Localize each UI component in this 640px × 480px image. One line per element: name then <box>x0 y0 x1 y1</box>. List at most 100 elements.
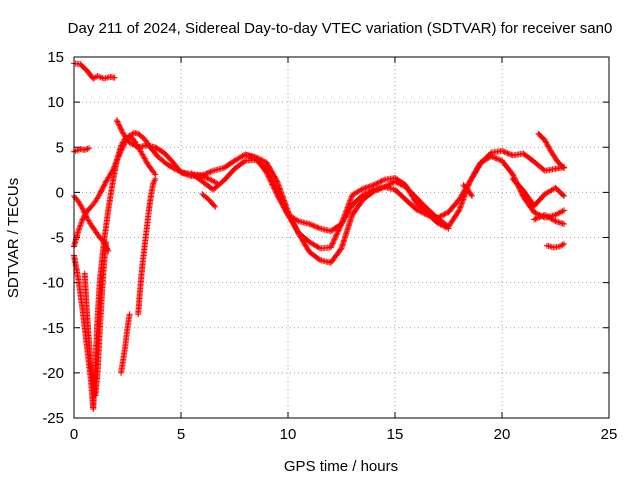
data-point <box>389 179 396 186</box>
data-point <box>373 187 380 194</box>
data-point <box>99 184 106 191</box>
data-point <box>544 142 551 149</box>
data-point <box>97 188 104 195</box>
data-point <box>377 178 384 185</box>
data-point <box>340 216 347 223</box>
data-point <box>331 236 338 243</box>
data-point <box>387 180 394 187</box>
data-point <box>369 189 376 196</box>
data-point <box>344 204 351 211</box>
data-point <box>335 227 342 234</box>
data-point <box>373 180 380 187</box>
data-point <box>470 172 477 179</box>
data-point <box>457 203 464 210</box>
data-point <box>370 188 377 195</box>
data-point <box>208 168 215 175</box>
data-point <box>256 156 263 163</box>
data-point <box>459 197 466 204</box>
data-point <box>501 148 508 155</box>
data-point <box>413 206 420 213</box>
data-point <box>505 150 512 157</box>
data-point <box>385 181 392 188</box>
data-point <box>80 213 87 220</box>
data-point <box>96 191 103 198</box>
data-point <box>456 206 463 213</box>
data-point <box>331 235 338 242</box>
y-tick-label: -20 <box>42 365 64 382</box>
data-point <box>111 74 118 81</box>
data-point <box>273 177 280 184</box>
data-point <box>313 223 320 230</box>
data-point <box>83 146 90 153</box>
data-point <box>460 195 467 202</box>
series-arc-8 <box>135 175 159 318</box>
data-point <box>494 156 501 163</box>
y-axis-label: SDTVAR / TECUs <box>5 178 22 298</box>
data-point <box>76 223 83 230</box>
data-point <box>271 173 278 180</box>
data-point <box>500 148 507 155</box>
data-point <box>80 215 87 222</box>
data-point <box>393 179 400 186</box>
data-point <box>99 186 106 193</box>
data-point <box>152 175 159 182</box>
y-tick-label: -10 <box>42 275 64 292</box>
series-arc-14 <box>509 175 568 209</box>
data-point <box>75 228 82 235</box>
data-point <box>98 187 105 194</box>
data-point <box>379 177 386 184</box>
data-point <box>293 226 300 233</box>
data-point <box>462 190 469 197</box>
data-point <box>416 207 423 214</box>
x-tick-label: 10 <box>280 426 297 443</box>
data-point <box>294 228 301 235</box>
plot-frame <box>73 56 610 419</box>
data-point <box>504 150 511 157</box>
data-point <box>285 209 292 216</box>
data-point <box>382 183 389 190</box>
data-point <box>101 182 108 189</box>
series-arc-1 <box>71 60 118 82</box>
data-point <box>79 216 86 223</box>
data-point <box>268 168 275 175</box>
data-point <box>328 241 335 248</box>
data-point <box>290 220 297 227</box>
x-tick-label: 5 <box>177 426 185 443</box>
data-point <box>285 208 291 215</box>
data-point <box>370 182 377 189</box>
data-point <box>330 237 337 244</box>
data-point <box>465 181 472 188</box>
data-point <box>545 143 552 150</box>
data-point <box>328 243 335 250</box>
series-arc-17 <box>543 240 568 251</box>
data-point <box>75 226 82 233</box>
data-point <box>374 180 381 187</box>
data-point <box>469 173 476 180</box>
data-point <box>118 128 125 135</box>
data-point <box>459 199 466 206</box>
data-point <box>270 172 277 179</box>
data-point <box>263 159 270 166</box>
series-arc-7 <box>118 311 133 376</box>
data-point <box>488 153 495 160</box>
y-tick-label: 0 <box>56 184 64 201</box>
data-point <box>259 157 266 164</box>
data-point <box>474 164 481 171</box>
data-point <box>358 186 365 193</box>
data-point <box>114 118 121 125</box>
data-point <box>252 154 259 161</box>
data-point <box>551 217 558 224</box>
data-point <box>101 181 108 188</box>
data-point <box>341 212 348 219</box>
data-point <box>466 179 473 186</box>
data-point <box>468 176 475 183</box>
data-point <box>82 211 89 218</box>
series-layer <box>71 60 568 412</box>
data-point <box>79 205 86 212</box>
data-point <box>475 163 482 170</box>
y-tick-label: -15 <box>42 320 64 337</box>
data-point <box>476 162 483 169</box>
data-point <box>440 211 447 218</box>
data-point <box>255 155 262 162</box>
data-point <box>211 202 218 209</box>
